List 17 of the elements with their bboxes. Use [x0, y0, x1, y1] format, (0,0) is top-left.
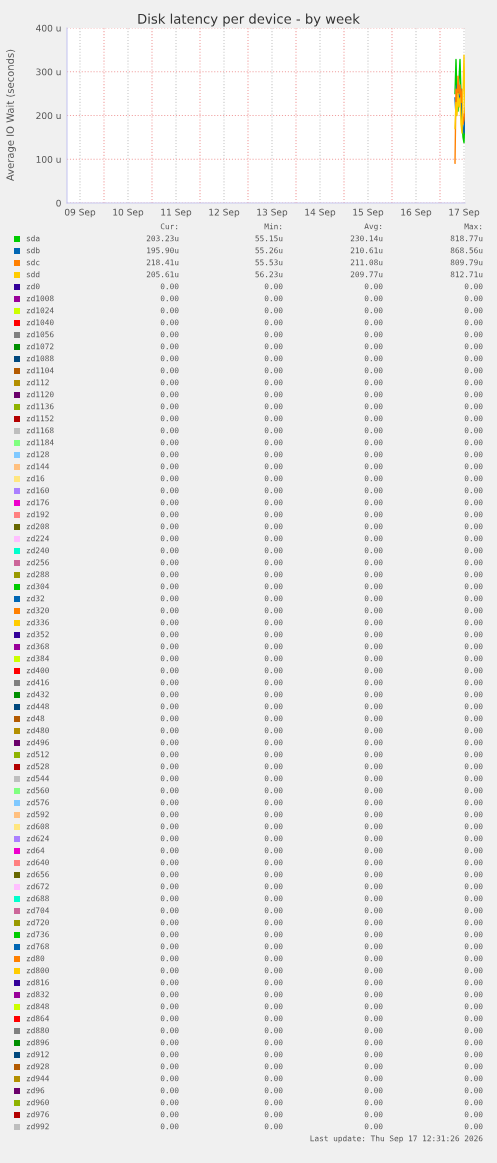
y-tick-label: 0 [56, 199, 61, 207]
x-tick-label: 09 Sep [64, 208, 96, 218]
x-tick-label: 14 Sep [305, 208, 336, 218]
y-tick-label: 100 u [36, 155, 61, 163]
y-tick-label: 200 u [36, 112, 61, 120]
line-series [454, 54, 465, 134]
x-tick-label: 12 Sep [209, 208, 240, 218]
y-axis-title: Average IO Wait (seconds) [6, 49, 16, 182]
x-tick-label: 15 Sep [353, 208, 384, 218]
x-tick-label: 11 Sep [161, 208, 192, 218]
x-tick-label: 17 Sep [449, 208, 480, 218]
x-tick-label: 16 Sep [401, 208, 432, 218]
x-tick-label: 13 Sep [257, 208, 288, 218]
x-tick-label: 10 Sep [113, 208, 144, 218]
y-tick-label: 300 u [36, 68, 61, 76]
chart-title: Disk latency per device - by week [138, 13, 360, 27]
y-tick-label: 400 u [36, 24, 61, 32]
